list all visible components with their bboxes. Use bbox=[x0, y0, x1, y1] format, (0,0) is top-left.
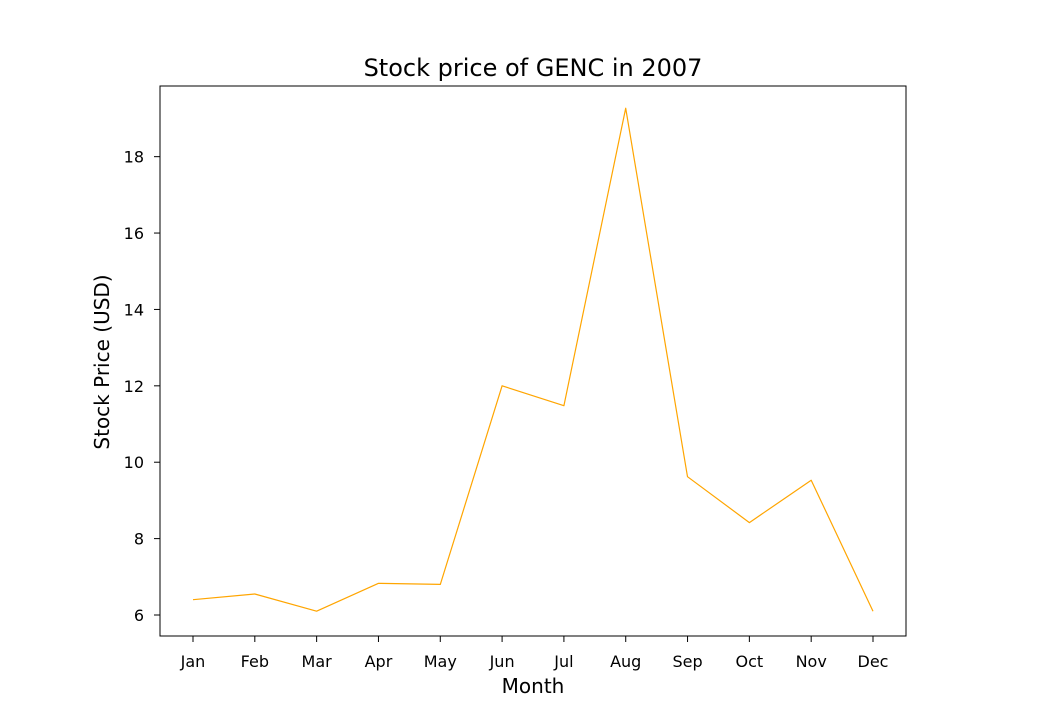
y-tick-label: 14 bbox=[124, 300, 144, 319]
x-axis-ticks: Jan Feb Mar Apr May Jun Jul Aug Sep Oct Nov Dec bbox=[180, 636, 889, 671]
x-tick-label: Nov bbox=[796, 652, 827, 671]
data-point-apr bbox=[377, 582, 380, 585]
data-point-aug bbox=[624, 107, 627, 110]
y-tick-label: 18 bbox=[124, 148, 144, 167]
y-axis-ticks: 6 8 10 12 14 16 18 bbox=[124, 148, 160, 625]
data-point-nov bbox=[810, 479, 813, 482]
data-point-jun bbox=[501, 384, 504, 387]
x-tick-label: Jul bbox=[553, 652, 573, 671]
chart-title: Stock price of GENC in 2007 bbox=[364, 54, 703, 82]
x-tick-label: Jan bbox=[180, 652, 206, 671]
x-tick-label: Mar bbox=[302, 652, 333, 671]
y-tick-label: 8 bbox=[134, 530, 144, 549]
plot-area-frame bbox=[159, 85, 907, 637]
x-axis-title: Month bbox=[502, 674, 565, 698]
data-point-feb bbox=[253, 592, 256, 595]
x-tick-label: Feb bbox=[241, 652, 269, 671]
data-point-mar bbox=[315, 610, 318, 613]
x-tick-label: May bbox=[424, 652, 457, 671]
data-point-may bbox=[439, 583, 442, 586]
x-tick-label: Jun bbox=[489, 652, 515, 671]
y-tick-label: 12 bbox=[124, 377, 144, 396]
series-layer bbox=[192, 107, 875, 613]
data-point-jul bbox=[562, 404, 565, 407]
y-tick-label: 10 bbox=[124, 453, 144, 472]
data-point-jan bbox=[192, 598, 195, 601]
series-line bbox=[192, 107, 874, 612]
y-tick-label: 16 bbox=[124, 224, 144, 243]
x-tick-label: Aug bbox=[610, 652, 641, 671]
y-tick-label: 6 bbox=[134, 606, 144, 625]
x-tick-label: Oct bbox=[736, 652, 764, 671]
x-tick-label: Dec bbox=[858, 652, 889, 671]
data-point-oct bbox=[748, 521, 751, 524]
x-tick-label: Sep bbox=[672, 652, 702, 671]
x-tick-label: Apr bbox=[365, 652, 393, 671]
data-point-dec bbox=[872, 610, 875, 613]
data-point-sep bbox=[686, 475, 689, 478]
y-axis-title: Stock Price (USD) bbox=[90, 274, 114, 449]
